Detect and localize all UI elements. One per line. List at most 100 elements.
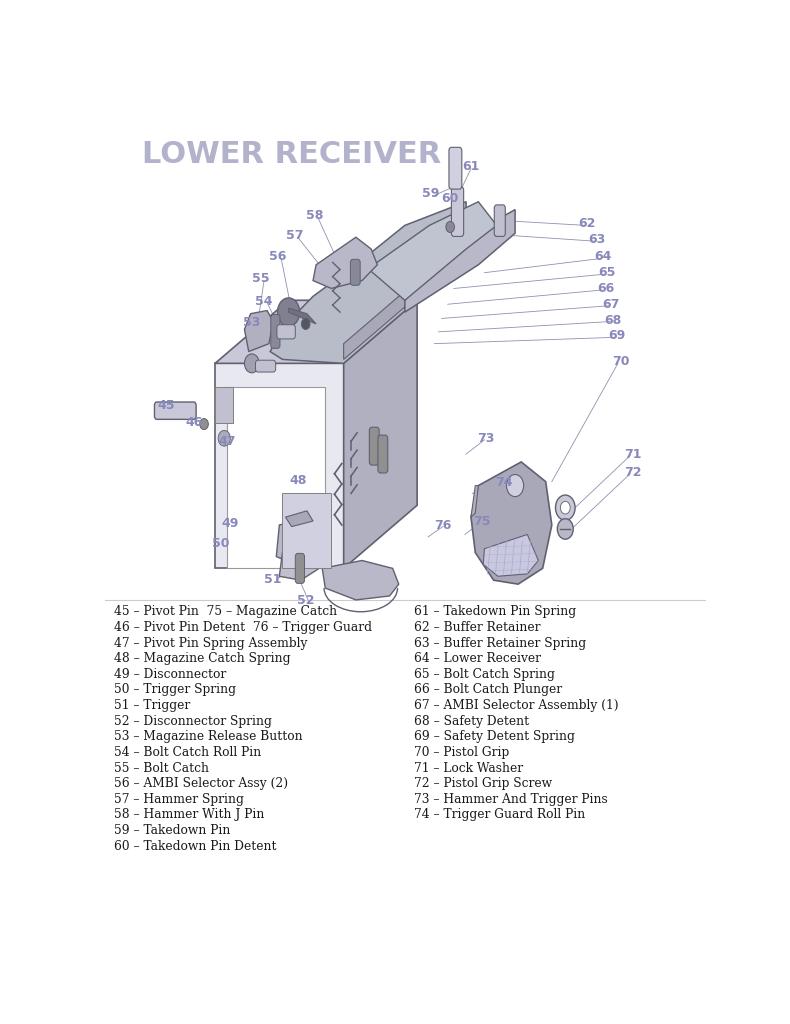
Polygon shape xyxy=(282,494,332,568)
FancyBboxPatch shape xyxy=(370,427,379,465)
Text: 55 – Bolt Catch: 55 – Bolt Catch xyxy=(114,762,209,774)
Text: 58: 58 xyxy=(306,210,323,222)
Text: 65: 65 xyxy=(598,266,615,280)
Text: 66 – Bolt Catch Plunger: 66 – Bolt Catch Plunger xyxy=(414,683,562,696)
Text: 49 – Disconnector: 49 – Disconnector xyxy=(114,668,226,681)
Text: 47 – Pivot Pin Spring Assembly: 47 – Pivot Pin Spring Assembly xyxy=(114,637,307,649)
Circle shape xyxy=(200,419,209,430)
Text: 74: 74 xyxy=(495,476,513,488)
Text: 62: 62 xyxy=(578,217,596,230)
Polygon shape xyxy=(215,300,417,364)
Circle shape xyxy=(244,354,259,373)
FancyBboxPatch shape xyxy=(351,259,360,286)
Text: 61: 61 xyxy=(462,160,480,173)
Text: 75: 75 xyxy=(472,515,490,528)
Text: 60 – Takedown Pin Detent: 60 – Takedown Pin Detent xyxy=(114,840,276,853)
Text: 48 – Magazine Catch Spring: 48 – Magazine Catch Spring xyxy=(114,652,291,666)
Text: 65 – Bolt Catch Spring: 65 – Bolt Catch Spring xyxy=(414,668,555,681)
Text: 46: 46 xyxy=(185,416,202,429)
Text: 71: 71 xyxy=(624,447,641,461)
Polygon shape xyxy=(280,553,319,581)
Text: 49: 49 xyxy=(222,517,239,530)
Text: 59: 59 xyxy=(422,187,439,201)
Text: 47: 47 xyxy=(219,435,236,447)
Circle shape xyxy=(302,318,310,330)
Circle shape xyxy=(557,519,574,540)
FancyBboxPatch shape xyxy=(495,205,506,237)
Text: 67: 67 xyxy=(603,298,620,310)
Text: 69: 69 xyxy=(609,330,626,342)
Polygon shape xyxy=(276,517,319,564)
Text: 53 – Magazine Release Button: 53 – Magazine Release Button xyxy=(114,730,303,743)
Circle shape xyxy=(218,430,231,446)
Text: 46 – Pivot Pin Detent  76 – Trigger Guard: 46 – Pivot Pin Detent 76 – Trigger Guard xyxy=(114,621,372,634)
Text: 63 – Buffer Retainer Spring: 63 – Buffer Retainer Spring xyxy=(414,637,586,649)
FancyBboxPatch shape xyxy=(271,314,280,348)
Polygon shape xyxy=(215,387,234,423)
Text: 51 – Trigger: 51 – Trigger xyxy=(114,699,190,712)
Polygon shape xyxy=(244,310,273,351)
Polygon shape xyxy=(270,202,466,364)
Text: 72 – Pistol Grip Screw: 72 – Pistol Grip Screw xyxy=(414,777,552,791)
Text: 73: 73 xyxy=(477,432,495,444)
FancyBboxPatch shape xyxy=(255,360,276,372)
Polygon shape xyxy=(288,308,316,324)
Text: 76: 76 xyxy=(435,518,452,531)
Text: 57: 57 xyxy=(286,229,303,242)
Text: 61 – Takedown Pin Spring: 61 – Takedown Pin Spring xyxy=(414,605,576,618)
Polygon shape xyxy=(322,560,399,600)
Polygon shape xyxy=(344,281,417,359)
Circle shape xyxy=(446,221,454,232)
Text: 72: 72 xyxy=(624,466,641,478)
Text: 52 – Disconnector Spring: 52 – Disconnector Spring xyxy=(114,715,272,728)
Text: 45: 45 xyxy=(157,398,175,412)
Text: 55: 55 xyxy=(252,271,269,285)
Polygon shape xyxy=(344,300,417,568)
Text: 64 – Lower Receiver: 64 – Lower Receiver xyxy=(414,652,541,666)
Polygon shape xyxy=(483,535,538,577)
Text: 70: 70 xyxy=(611,355,629,369)
Text: 56: 56 xyxy=(269,251,286,263)
Circle shape xyxy=(277,298,299,327)
Text: 50: 50 xyxy=(213,537,230,550)
Text: 63: 63 xyxy=(589,233,606,246)
FancyBboxPatch shape xyxy=(378,435,388,473)
FancyBboxPatch shape xyxy=(449,147,462,189)
Polygon shape xyxy=(228,387,325,568)
Text: LOWER RECEIVER: LOWER RECEIVER xyxy=(141,140,441,169)
Text: 58 – Hammer With J Pin: 58 – Hammer With J Pin xyxy=(114,808,265,821)
Text: 68: 68 xyxy=(604,313,622,327)
FancyBboxPatch shape xyxy=(451,186,464,237)
Text: 69 – Safety Detent Spring: 69 – Safety Detent Spring xyxy=(414,730,575,743)
Text: 67 – AMBI Selector Assembly (1): 67 – AMBI Selector Assembly (1) xyxy=(414,699,619,712)
Text: 60: 60 xyxy=(442,193,459,205)
Text: 66: 66 xyxy=(597,282,615,295)
FancyBboxPatch shape xyxy=(155,402,196,420)
Text: 51: 51 xyxy=(265,572,282,586)
Text: 70 – Pistol Grip: 70 – Pistol Grip xyxy=(414,745,510,759)
Text: 64: 64 xyxy=(595,251,612,263)
Text: 62 – Buffer Retainer: 62 – Buffer Retainer xyxy=(414,621,540,634)
Text: 57 – Hammer Spring: 57 – Hammer Spring xyxy=(114,793,244,806)
Text: 56 – AMBI Selector Assy (2): 56 – AMBI Selector Assy (2) xyxy=(114,777,288,791)
Text: 74 – Trigger Guard Roll Pin: 74 – Trigger Guard Roll Pin xyxy=(414,808,585,821)
Polygon shape xyxy=(313,238,378,289)
Text: 54 – Bolt Catch Roll Pin: 54 – Bolt Catch Roll Pin xyxy=(114,745,261,759)
Text: 53: 53 xyxy=(243,315,261,329)
Text: 48: 48 xyxy=(289,473,307,486)
Polygon shape xyxy=(471,462,552,584)
Polygon shape xyxy=(215,364,344,568)
Polygon shape xyxy=(285,511,313,526)
Text: 52: 52 xyxy=(297,594,314,607)
Text: 68 – Safety Detent: 68 – Safety Detent xyxy=(414,715,529,728)
Text: 54: 54 xyxy=(255,295,273,307)
Text: 59 – Takedown Pin: 59 – Takedown Pin xyxy=(114,824,231,837)
FancyBboxPatch shape xyxy=(295,553,304,584)
Circle shape xyxy=(506,474,524,497)
Polygon shape xyxy=(404,210,515,312)
Text: 73 – Hammer And Trigger Pins: 73 – Hammer And Trigger Pins xyxy=(414,793,608,806)
Circle shape xyxy=(555,495,575,520)
Text: 50 – Trigger Spring: 50 – Trigger Spring xyxy=(114,683,236,696)
Polygon shape xyxy=(471,485,478,517)
FancyBboxPatch shape xyxy=(277,325,295,339)
